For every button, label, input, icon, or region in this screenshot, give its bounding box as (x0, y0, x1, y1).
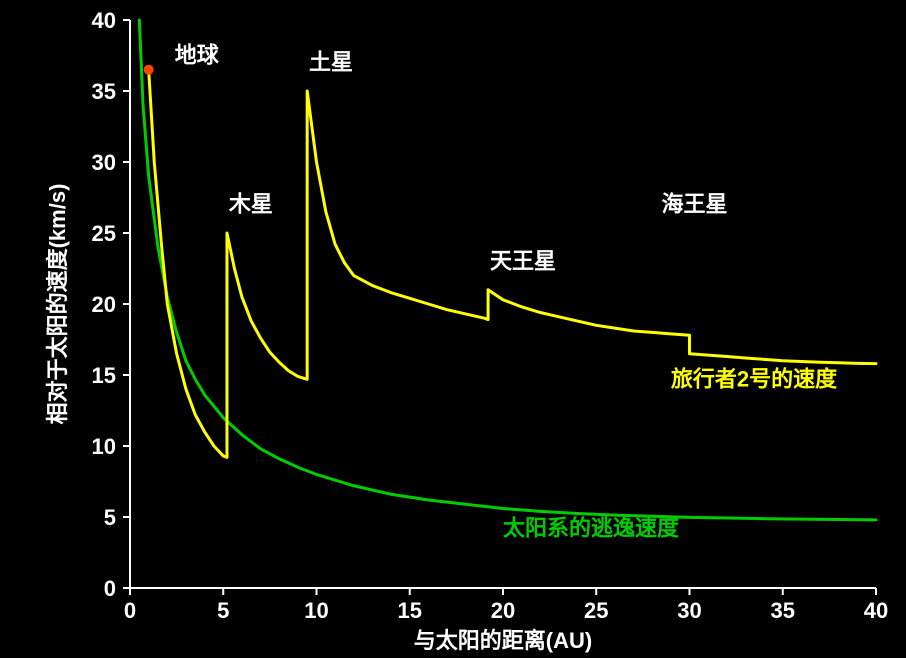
y-tick-label: 40 (92, 8, 116, 33)
chart-bg (0, 0, 906, 658)
y-tick-label: 25 (92, 221, 116, 246)
y-tick-label: 20 (92, 292, 116, 317)
x-tick-label: 25 (584, 598, 608, 623)
y-tick-label: 10 (92, 434, 116, 459)
series-label-voyager2_speed: 旅行者2号的速度 (671, 366, 838, 391)
x-axis-label: 与太阳的距离(AU) (414, 628, 592, 653)
x-tick-label: 0 (124, 598, 136, 623)
planet-label: 海王星 (662, 192, 728, 217)
y-tick-label: 35 (92, 79, 116, 104)
y-tick-label: 5 (104, 505, 116, 530)
planet-label: 土星 (309, 50, 353, 75)
planet-label: 天王星 (490, 249, 556, 274)
y-tick-label: 30 (92, 150, 116, 175)
earth-marker (144, 65, 154, 75)
x-tick-label: 40 (864, 598, 888, 623)
x-tick-label: 5 (217, 598, 229, 623)
x-tick-label: 10 (304, 598, 328, 623)
planet-label: 地球 (175, 43, 220, 68)
series-label-escape_velocity: 太阳系的逃逸速度 (503, 515, 680, 540)
x-tick-label: 35 (771, 598, 795, 623)
planet-label: 木星 (228, 192, 273, 217)
y-axis-label: 相对于太阳的速度(km/s) (45, 184, 70, 425)
y-tick-label: 15 (92, 363, 116, 388)
x-tick-label: 30 (677, 598, 701, 623)
x-tick-label: 20 (491, 598, 515, 623)
voyager-chart: 0 5 10 15 20 25 30 35 40 0 5 10 15 20 25 30 35 40 与太阳的距离(A… (0, 0, 906, 658)
chart-svg: 0 5 10 15 20 25 30 35 40 0 5 10 15 20 25 30 35 40 与太阳的距离(A… (0, 0, 906, 658)
y-tick-label: 0 (104, 576, 116, 601)
x-tick-label: 15 (398, 598, 422, 623)
